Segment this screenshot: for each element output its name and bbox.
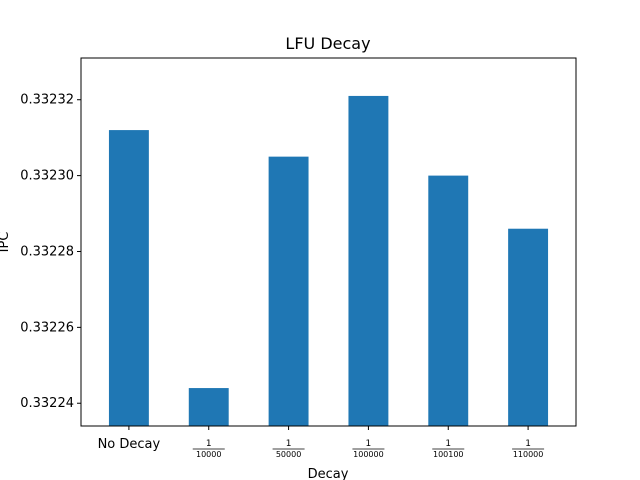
- y-tick-label: 0.33230: [20, 169, 74, 184]
- x-tick-label-denominator: 110000: [513, 450, 544, 459]
- y-axis: 0.33224 0.33226 0.33228 0.33230 0.33232: [20, 93, 81, 411]
- plot-frame: [80, 57, 577, 427]
- x-tick-label-numerator: 1: [445, 439, 451, 449]
- bar: [348, 95, 389, 426]
- y-tick-label: 0.33232: [20, 93, 74, 108]
- x-tick-label-numerator: 1: [366, 439, 372, 449]
- bars-group: [108, 95, 549, 427]
- chart-title: LFU Decay: [285, 34, 370, 53]
- y-tick-label: 0.33228: [20, 244, 74, 259]
- x-tick-label-denominator: 100100: [433, 450, 464, 459]
- x-tick-label-denominator: 50000: [276, 450, 301, 459]
- bar: [428, 175, 469, 426]
- x-tick-label-numerator: 1: [286, 439, 292, 449]
- x-axis: No Decay 11000015000011000001100100111000…: [98, 426, 545, 459]
- x-tick-label-numerator: 1: [206, 439, 212, 449]
- bar: [508, 228, 549, 426]
- bar: [188, 388, 229, 426]
- x-axis-label: Decay: [308, 467, 349, 480]
- bar: [108, 130, 149, 427]
- x-tick-label-denominator: 10000: [196, 450, 221, 459]
- y-tick-label: 0.33226: [20, 320, 74, 335]
- x-tick-label-denominator: 100000: [353, 450, 384, 459]
- y-tick-label: 0.33224: [20, 396, 74, 411]
- x-tick-label-numerator: 1: [525, 439, 531, 449]
- x-tick-label: No Decay: [98, 437, 161, 452]
- y-axis-label: IPC: [0, 232, 12, 253]
- bar: [268, 156, 309, 427]
